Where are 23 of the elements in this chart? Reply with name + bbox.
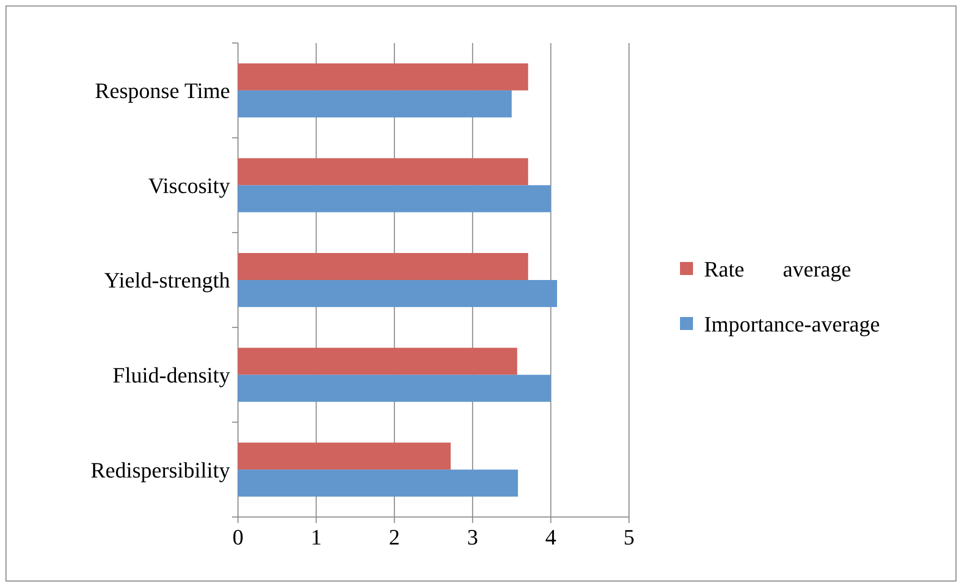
x-tick-label: 0 — [232, 524, 244, 550]
legend-label: Rate average — [704, 256, 852, 282]
bar — [238, 348, 518, 375]
bar — [238, 185, 551, 212]
bar — [238, 374, 551, 402]
x-tick-label: 3 — [467, 524, 478, 550]
bar — [238, 280, 558, 308]
x-tick-label: 4 — [545, 524, 556, 550]
bar — [238, 63, 528, 90]
bar — [238, 470, 518, 497]
y-tick-label: Yield-strength — [104, 268, 230, 293]
y-tick-label: Response Time — [94, 78, 230, 104]
bar — [238, 252, 528, 280]
legend-label: Importance-average — [704, 312, 880, 337]
y-tick-label: Viscosity — [148, 172, 230, 198]
bar — [238, 442, 451, 470]
x-tick-label: 5 — [624, 524, 634, 550]
bar — [238, 90, 512, 118]
y-tick-label: Fluid-density — [112, 362, 230, 388]
bar — [238, 158, 528, 186]
y-tick-label: Redispersibility — [90, 457, 230, 482]
x-tick-label: 1 — [310, 524, 322, 550]
x-tick-label: 2 — [388, 524, 400, 550]
